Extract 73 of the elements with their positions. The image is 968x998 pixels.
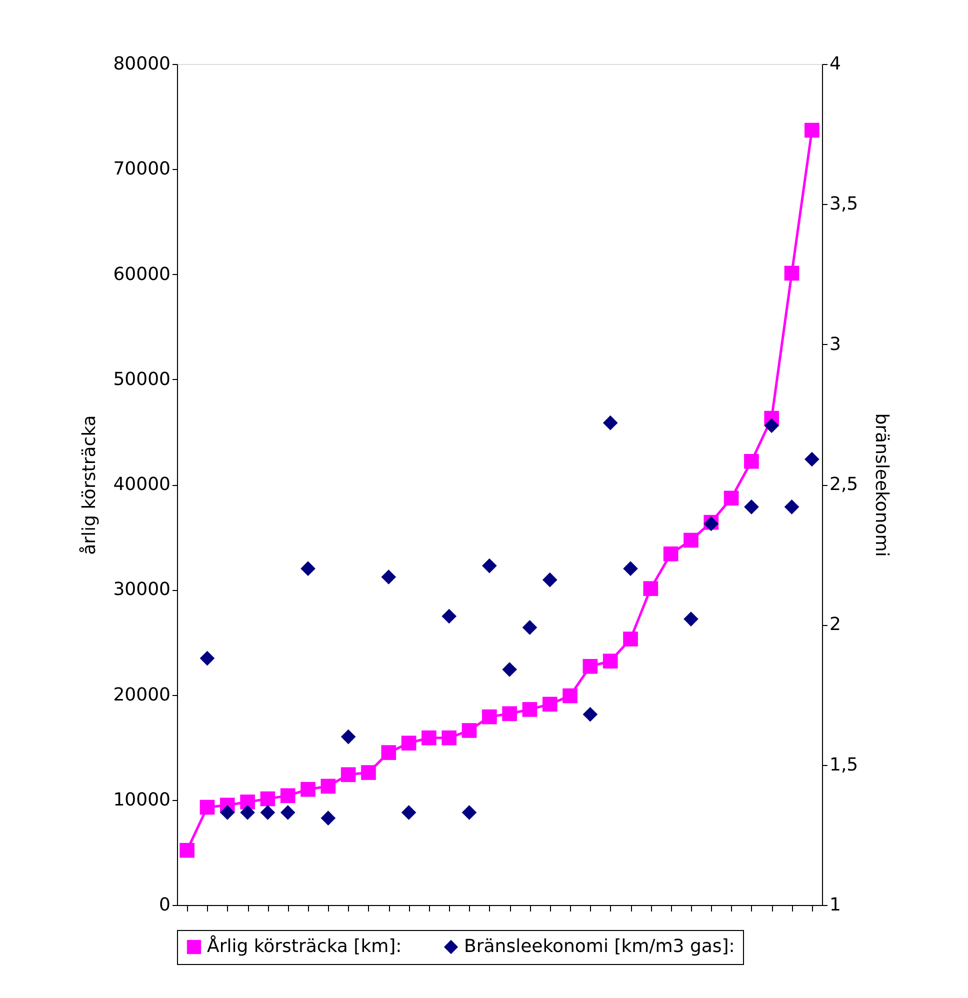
y2-tick-label: 4 (830, 54, 841, 74)
legend-label: Årlig körsträcka [km]: (207, 935, 402, 957)
point (522, 702, 538, 717)
y-tick-label: 60000 (113, 264, 170, 285)
y2-tick-label: 1,5 (830, 754, 858, 776)
point (784, 500, 800, 514)
y-tick-label: 50000 (113, 368, 170, 390)
point (542, 572, 558, 588)
point (240, 794, 255, 810)
point (744, 454, 759, 469)
point (663, 546, 678, 562)
point (401, 805, 416, 820)
point (502, 706, 517, 722)
point (522, 620, 538, 635)
legend-label: Bränsleekonomi [km/m3 gas]: (464, 936, 735, 957)
point (340, 767, 356, 782)
point (200, 800, 215, 815)
point (180, 842, 194, 858)
y2-tick-label: 3,5 (830, 194, 858, 215)
point (804, 452, 820, 467)
point (804, 122, 820, 138)
point (582, 658, 598, 674)
point (320, 810, 336, 826)
y-axis-title: årlig körsträcka (79, 415, 100, 555)
point (542, 696, 558, 712)
y2-tick-label: 1 (830, 894, 841, 916)
point (280, 788, 296, 804)
y-tick-label: 30000 (113, 579, 170, 600)
y2-tick-label: 3 (830, 334, 841, 355)
y-tick-label: 70000 (113, 158, 170, 180)
y2-tick-label: 2 (830, 614, 841, 636)
point (582, 706, 598, 722)
point (422, 730, 436, 746)
point (220, 805, 235, 820)
point (300, 561, 316, 576)
point (784, 266, 800, 281)
point (401, 736, 416, 751)
point (623, 561, 638, 576)
point (602, 415, 618, 430)
point (502, 662, 517, 677)
point (482, 558, 497, 574)
y-tick-label: 80000 (113, 54, 170, 74)
point (260, 791, 276, 806)
y-tick-label: 10000 (113, 789, 170, 810)
y-tick-label: 40000 (113, 474, 170, 495)
point (602, 654, 618, 669)
y2-axis-title: bränsleekonomi (871, 413, 892, 557)
point (562, 688, 578, 704)
point (381, 745, 396, 760)
point (240, 805, 255, 820)
point (623, 632, 638, 646)
y-tick-label: 20000 (113, 684, 170, 706)
point (744, 500, 759, 514)
point (462, 723, 477, 738)
point (361, 765, 376, 780)
point (442, 608, 457, 624)
point (724, 490, 739, 506)
point (280, 805, 296, 820)
point (320, 778, 336, 794)
point (340, 729, 356, 744)
point (482, 709, 497, 724)
point (442, 730, 457, 746)
point (643, 581, 658, 596)
point (381, 570, 396, 584)
point (260, 805, 276, 820)
y-tick-label: 0 (159, 894, 170, 916)
point (300, 782, 316, 797)
point (684, 532, 698, 548)
y2-tick-label: 2,5 (830, 474, 858, 495)
point (462, 805, 477, 820)
point (764, 418, 780, 434)
point (200, 650, 215, 666)
point (684, 612, 698, 626)
